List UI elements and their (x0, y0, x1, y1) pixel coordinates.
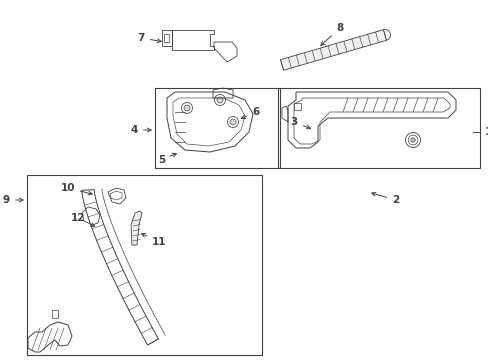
Bar (163, 34, 169, 42)
Polygon shape (131, 211, 142, 245)
Text: 8: 8 (320, 23, 343, 45)
Bar (278, 88, 479, 168)
Bar (155, 88, 280, 168)
Text: 3: 3 (290, 117, 310, 129)
Circle shape (229, 119, 236, 125)
Text: 2: 2 (371, 192, 398, 205)
Bar (27, 175, 262, 355)
Text: 1: 1 (484, 127, 488, 137)
Text: 12: 12 (70, 213, 94, 226)
Text: 10: 10 (61, 183, 92, 195)
Text: 6: 6 (241, 107, 259, 118)
Text: 11: 11 (141, 234, 166, 247)
Polygon shape (280, 30, 386, 70)
Circle shape (183, 105, 190, 111)
Text: 5: 5 (158, 153, 176, 165)
Bar (52, 310, 58, 318)
Text: 7: 7 (137, 33, 161, 43)
Bar (293, 103, 301, 110)
Circle shape (217, 97, 223, 103)
Text: 4: 4 (130, 125, 151, 135)
Bar (162, 30, 172, 46)
Circle shape (410, 138, 414, 142)
Text: 9: 9 (3, 195, 23, 205)
